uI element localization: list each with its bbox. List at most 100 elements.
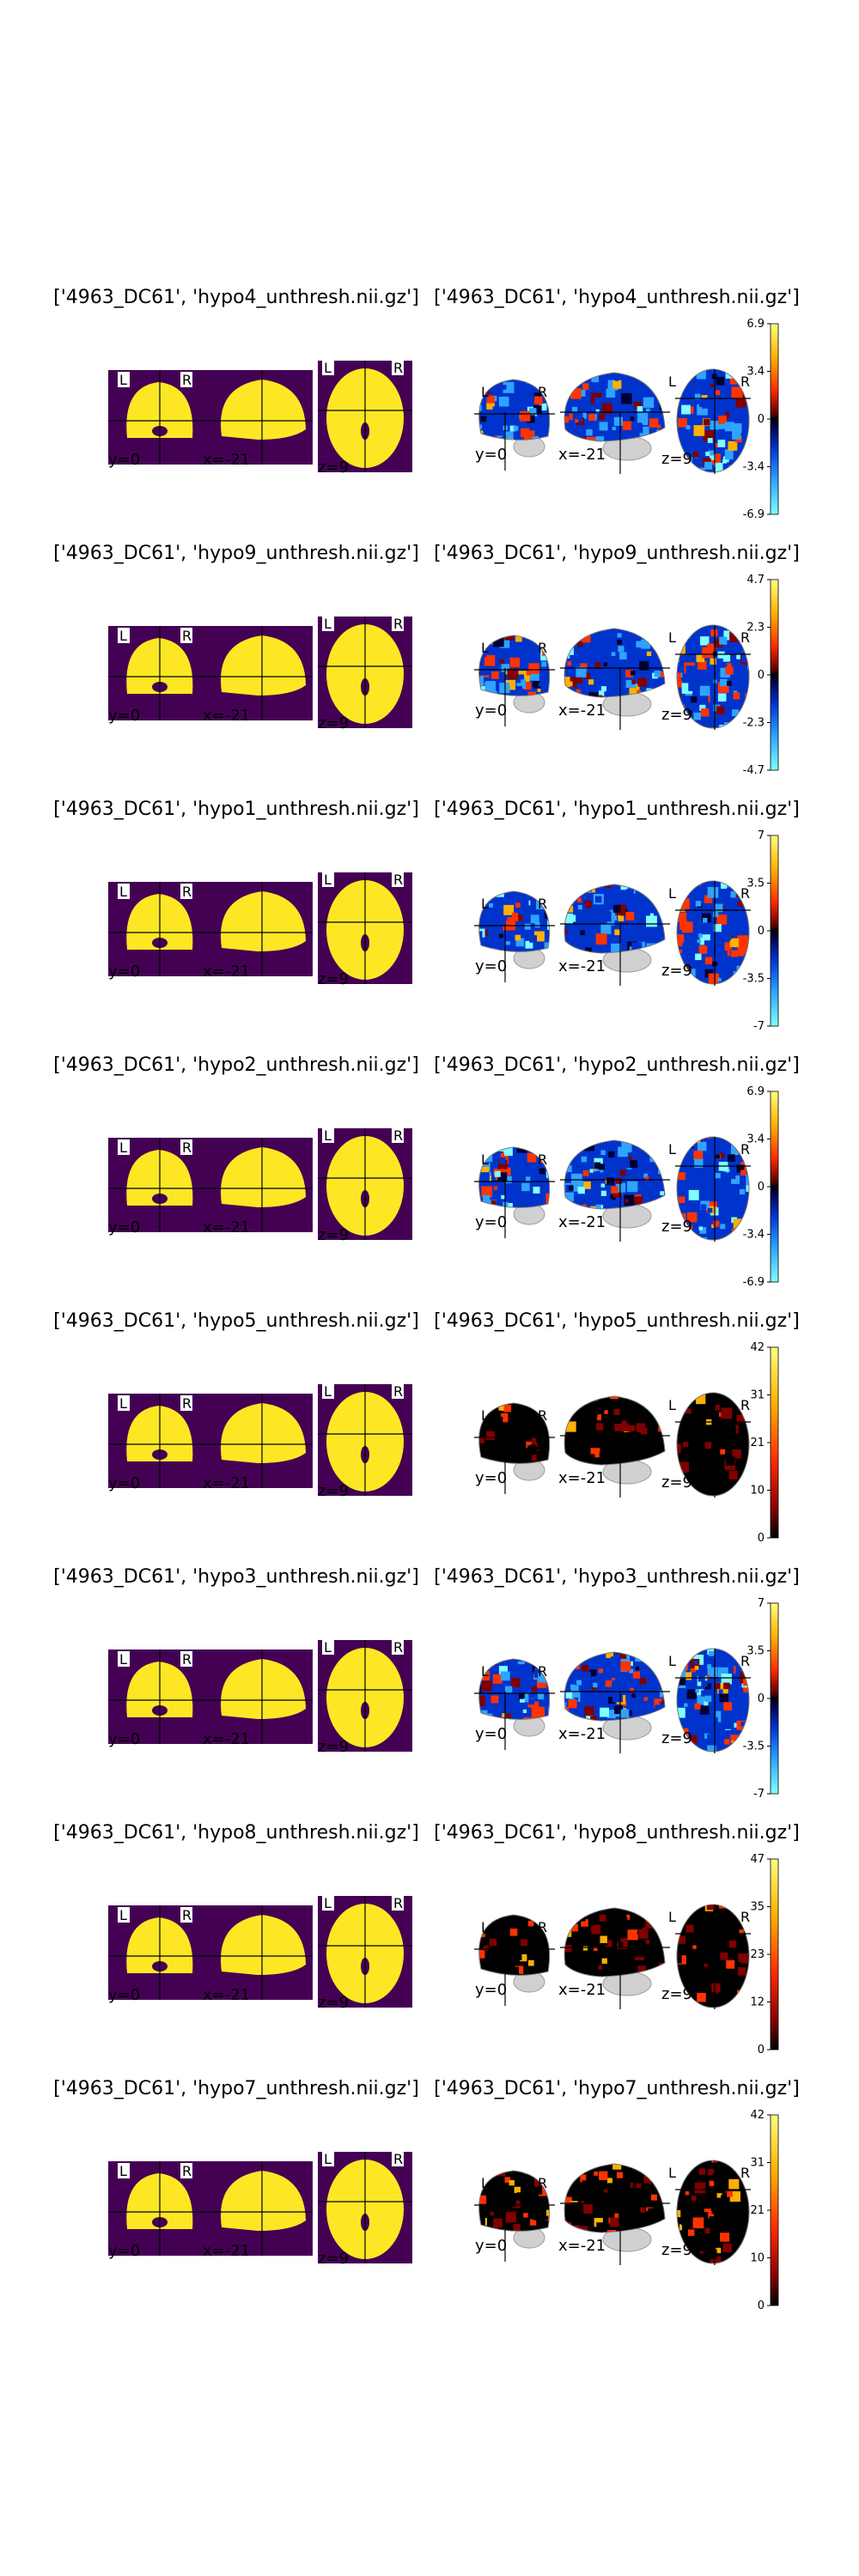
label-left: L	[481, 896, 489, 912]
stat-map-voxel	[538, 1673, 548, 1683]
glass-outline	[676, 2160, 750, 2264]
stat-map-voxel	[509, 2180, 515, 2186]
stat-map-voxel	[718, 1905, 726, 1909]
stat-map-voxel	[655, 1137, 662, 1141]
stat-map-voxel	[570, 1434, 577, 1443]
stat-map-voxel	[756, 1406, 765, 1414]
stat-map-voxel	[503, 1434, 511, 1443]
stat-map-voxel	[580, 2267, 586, 2273]
stat-map-voxel	[576, 2003, 584, 2008]
stat-map-voxel	[515, 1954, 522, 1960]
stat-map-voxel	[709, 2011, 718, 2020]
stat-map-voxel	[733, 692, 740, 700]
stat-map-voxel	[628, 1231, 637, 1240]
stat-map-voxel	[639, 660, 649, 671]
stat-map-voxel	[685, 2191, 690, 2196]
label-right: R	[538, 384, 547, 400]
stat-map-voxel	[652, 697, 657, 702]
stat-map-voxel	[478, 1667, 480, 1672]
stat-map-voxel	[667, 1200, 677, 1209]
stat-map-voxel	[551, 1926, 559, 1935]
stat-map-voxel	[613, 1408, 620, 1415]
stat-map-voxel	[743, 1679, 749, 1686]
stat-map-voxel	[561, 1172, 573, 1183]
stat-map-voxel	[721, 1407, 733, 1419]
stat-map-voxel	[673, 1955, 682, 1964]
stat-map-voxel	[676, 885, 683, 893]
stat-map-voxel	[478, 1202, 482, 1213]
label-right: R	[393, 360, 403, 376]
stat-map-voxel	[547, 1922, 553, 1928]
stat-map-voxel	[599, 1451, 611, 1463]
stat-map-voxel	[533, 981, 537, 984]
stat-map-voxel	[631, 467, 643, 472]
label-left-box	[118, 1395, 130, 1411]
stat-map-voxel	[752, 1967, 758, 1973]
stat-map-voxel	[618, 914, 624, 921]
stat-map-voxel	[511, 1966, 520, 1975]
stat-map-voxel	[721, 1243, 728, 1250]
stat-map-voxel	[513, 469, 524, 472]
stat-map-voxel	[513, 2224, 521, 2232]
stat-map-voxel	[561, 938, 568, 945]
stat-map-voxel	[639, 426, 649, 436]
stat-map-voxel	[576, 677, 583, 684]
stat-map-voxel	[748, 696, 749, 702]
stat-map-voxel	[720, 2232, 730, 2242]
stat-map-voxel	[478, 1923, 481, 1933]
stat-map-voxel	[604, 2002, 615, 2008]
stat-map-voxel	[611, 652, 616, 656]
stat-map-voxel	[625, 986, 631, 991]
stat-map-voxel	[515, 369, 526, 379]
stat-map-voxel	[704, 1442, 712, 1449]
stat-map-voxel	[736, 2256, 747, 2263]
stat-map-voxel	[521, 428, 530, 438]
stat-map-voxel	[498, 2002, 509, 2008]
stat-map-voxel	[752, 650, 761, 659]
stat-map-voxel	[539, 1141, 547, 1150]
stat-map-voxel	[660, 920, 670, 931]
stat-map-voxel	[710, 2184, 716, 2189]
stat-map-voxel	[533, 1187, 540, 1194]
stat-map-voxel	[716, 2247, 722, 2253]
stat-map-voxel	[625, 679, 634, 688]
stat-map-voxel	[690, 1667, 697, 1673]
stat-map-voxel	[729, 1695, 735, 1701]
panel-title-left: ['4963_DC61', 'hypo1_unthresh.nii.gz']	[53, 799, 419, 820]
stat-map-voxel	[564, 929, 568, 934]
stat-map-voxel	[722, 654, 731, 662]
stat-map-voxel	[510, 1495, 518, 1496]
stat-map-voxel	[699, 729, 704, 733]
stat-map-voxel	[569, 1658, 580, 1669]
stat-map-voxel	[484, 677, 490, 683]
label-right-box	[180, 2163, 192, 2178]
stat-map-voxel	[611, 1656, 615, 1661]
stat-map-voxel	[635, 1440, 640, 1446]
stat-map-voxel	[552, 2264, 557, 2269]
stat-map-voxel	[646, 1734, 656, 1744]
stat-map-voxel	[566, 1137, 575, 1140]
stat-map-voxel	[533, 404, 542, 414]
stat-map-voxel	[753, 908, 762, 917]
stat-map-voxel	[700, 1917, 708, 1925]
stat-map-voxel	[542, 2160, 547, 2164]
stat-map-voxel	[612, 380, 622, 389]
stat-map-voxel	[703, 1985, 707, 1990]
stat-map-voxel	[588, 369, 594, 371]
stat-map-voxel	[538, 463, 542, 467]
stat-map-voxel	[552, 729, 560, 737]
stat-map-voxel	[620, 1423, 630, 1431]
stat-map-voxel	[609, 1962, 615, 1968]
stat-map-voxel	[527, 2008, 532, 2014]
stat-map-voxel	[728, 1425, 736, 1433]
stat-map-voxel	[483, 1433, 488, 1438]
panel-title-right: ['4963_DC61', 'hypo2_unthresh.nii.gz']	[434, 1054, 800, 1076]
coord-label-z: z=9	[318, 1994, 349, 2012]
stat-map-voxel	[614, 377, 618, 381]
stat-map-voxel	[634, 985, 645, 996]
stat-map-voxel	[588, 403, 598, 412]
colorbar-tick-label: -3.5	[743, 973, 765, 986]
stat-map-voxel	[527, 1445, 537, 1455]
stat-map-voxel	[659, 896, 669, 907]
